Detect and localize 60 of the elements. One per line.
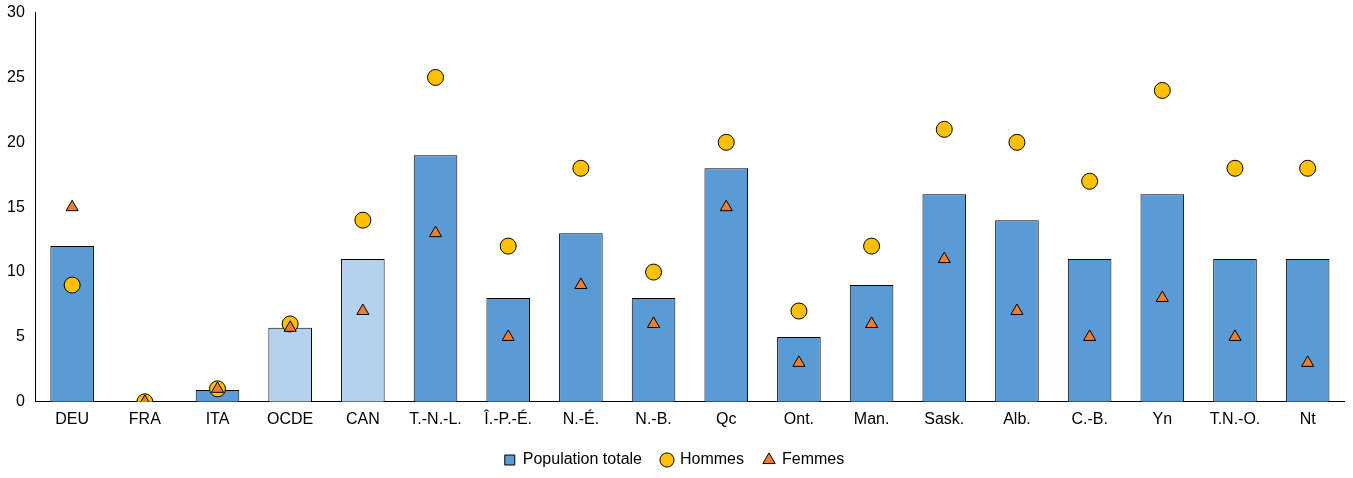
point [935, 120, 953, 138]
point [574, 277, 588, 290]
point [63, 276, 81, 294]
point [499, 237, 517, 255]
legend-label: Population totale [522, 450, 643, 468]
point [427, 68, 445, 86]
y-tick-label: 30 [7, 3, 25, 21]
x-tick-label: Yn [1152, 409, 1173, 427]
x-tick-label: Alb. [1003, 409, 1031, 427]
point [1083, 329, 1097, 341]
x-tick-label: T.-N.-L. [409, 409, 462, 427]
point [1301, 355, 1315, 367]
y-tick-label: 15 [7, 197, 25, 215]
x-tick-label: Sask. [924, 409, 965, 427]
y-tick-label: 25 [7, 67, 25, 85]
point [428, 225, 443, 238]
x-tick-label: Ont. [783, 409, 815, 427]
point [1153, 81, 1171, 99]
point [1155, 290, 1169, 303]
x-tick-label: FRA [128, 409, 162, 427]
x-tick-label: T.N.-O. [1209, 409, 1261, 427]
point [645, 263, 663, 281]
y-tick-label: 5 [15, 327, 25, 345]
point [65, 199, 79, 212]
x-tick-label: DEU [55, 409, 90, 427]
point [1299, 159, 1317, 177]
point [792, 355, 806, 367]
point [354, 211, 372, 229]
point [501, 329, 515, 341]
x-tick-label: N.-É. [562, 408, 600, 427]
x-tick-label: N.-B. [635, 409, 672, 427]
point [863, 237, 881, 255]
point [790, 302, 808, 320]
x-tick-label: OCDE [267, 409, 314, 427]
point [717, 133, 735, 151]
point [1081, 172, 1099, 190]
y-tick-label: 10 [7, 262, 25, 280]
x-tick-label: C.-B. [1071, 409, 1108, 427]
y-tick-label: 20 [7, 132, 25, 150]
point [283, 320, 297, 332]
y-tick-label: 0 [15, 392, 25, 410]
point [1010, 303, 1024, 315]
point [1226, 159, 1244, 177]
x-tick-label: ITA [205, 409, 230, 427]
x-tick-label: Man. [853, 409, 890, 427]
point [1008, 133, 1026, 151]
point [647, 316, 661, 328]
point [1228, 329, 1242, 341]
x-tick-label: CAN [345, 409, 380, 427]
x-tick-label: Î.-P.-É. [483, 408, 533, 427]
point [865, 316, 879, 328]
point [572, 159, 590, 177]
point [210, 381, 225, 393]
legend-label: Femmes [781, 450, 845, 468]
x-tick-label: Qc [716, 409, 737, 427]
point [937, 251, 951, 264]
point [719, 199, 733, 212]
legend-label: Hommes [679, 450, 744, 468]
x-tick-label: Nt [1299, 409, 1317, 427]
point [356, 303, 370, 315]
